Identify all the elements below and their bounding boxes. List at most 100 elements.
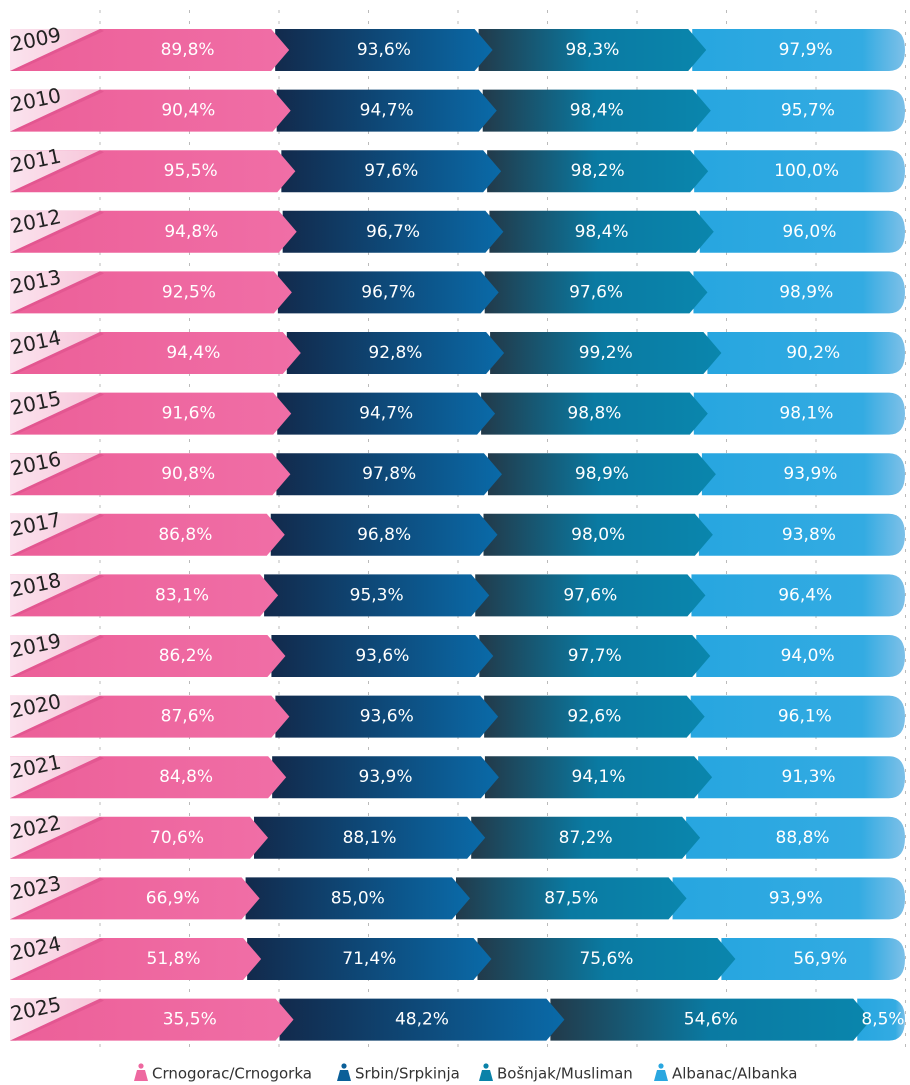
value-label: 85,0% (331, 888, 385, 908)
legend-icon-head (138, 1063, 144, 1069)
value-label: 56,9% (793, 949, 847, 969)
value-label: 71,4% (342, 949, 396, 969)
value-label: 96,4% (778, 585, 832, 605)
legend-label: Srbin/Srpkinja (355, 1065, 460, 1083)
year-tab-edge (10, 210, 104, 253)
value-label: 98,9% (575, 464, 629, 484)
year-tab-edge (10, 816, 104, 859)
bar-segment (487, 150, 709, 193)
value-label: 96,1% (778, 707, 832, 727)
bar-segment (490, 332, 722, 374)
value-label: 66,9% (146, 888, 200, 908)
bar-segment (699, 210, 905, 253)
bar-segment (475, 574, 706, 617)
value-label: 97,6% (364, 161, 418, 181)
year-tab-edge (10, 938, 104, 980)
value-label: 89,8% (161, 40, 215, 60)
value-label: 35,5% (163, 1010, 217, 1030)
year-tab-edge (10, 271, 104, 314)
value-label: 97,8% (362, 464, 416, 484)
bar-row: 2014 94,4% 92,8% 99,2% 90,2% (8, 325, 905, 374)
value-label: 54,6% (684, 1010, 738, 1030)
value-label: 86,8% (158, 525, 212, 545)
bar-segment (691, 574, 905, 617)
value-label: 84,8% (159, 767, 213, 787)
value-label: 93,6% (355, 646, 409, 666)
bar-row: 2011 95,5% 97,6% 98,2% 100,0% (8, 143, 905, 193)
bar-row: 2010 90,4% 94,7% 98,4% 95,7% (8, 83, 905, 132)
value-label: 75,6% (579, 949, 633, 969)
value-label: 94,8% (164, 222, 218, 242)
value-label: 97,7% (568, 646, 622, 666)
value-label: 91,6% (162, 404, 216, 424)
year-tab-edge (10, 998, 104, 1041)
bar-segment (550, 998, 872, 1041)
value-label: 93,8% (782, 525, 836, 545)
value-label: 98,9% (779, 282, 833, 302)
bar-segment (489, 210, 714, 253)
bar-segment (277, 392, 496, 435)
bar-segment (276, 453, 502, 496)
bar-row: 2025 35,5% 48,2% 54,6% 8,5% (8, 992, 905, 1041)
bar-segment (479, 635, 711, 677)
bar-segment (270, 513, 498, 556)
bars: 2009 89,8% 93,6% 98,3% 97,9% 2010 90,4% 94,7% 98… (8, 22, 905, 1041)
value-label: 51,8% (147, 949, 201, 969)
legend-label: Bošnjak/Musliman (497, 1065, 633, 1083)
bar-row: 2020 87,6% 93,6% 92,6% 96,1% (8, 689, 905, 738)
bar-segment (693, 392, 905, 435)
bar-row: 2024 51,8% 71,4% 75,6% 56,9% (8, 931, 905, 980)
value-label: 87,6% (161, 707, 215, 727)
value-label: 97,6% (569, 282, 623, 302)
bar-segment (701, 453, 905, 496)
year-tab-edge (10, 756, 104, 799)
bar-segment (286, 332, 505, 374)
legend-icon-head (658, 1063, 664, 1069)
bar-segment (477, 938, 736, 980)
bar-segment (276, 89, 497, 132)
value-label: 70,6% (150, 828, 204, 848)
year-tab-edge (10, 453, 104, 496)
legend-icon-body (134, 1070, 148, 1081)
value-label: 83,1% (155, 585, 209, 605)
value-label: 96,0% (782, 222, 836, 242)
value-label: 96,7% (366, 222, 420, 242)
bar-segment (281, 150, 502, 193)
bar-segment (857, 998, 905, 1041)
bar-segment (692, 29, 905, 71)
value-label: 88,1% (343, 828, 397, 848)
value-label: 86,2% (159, 646, 213, 666)
value-label: 98,2% (571, 161, 625, 181)
bar-row: 2021 84,8% 93,9% 94,1% 91,3% (8, 749, 905, 799)
year-tab-edge (10, 574, 104, 617)
bar-segment (471, 816, 701, 859)
value-label: 91,3% (782, 767, 836, 787)
legend-icon-body (337, 1070, 351, 1081)
value-label: 98,4% (575, 222, 629, 242)
bar-segment (686, 816, 905, 859)
bar-segment (275, 29, 493, 71)
bar-row: 2018 83,1% 95,3% 97,6% 96,4% (8, 568, 905, 617)
bar-segment (693, 271, 905, 314)
bar-segment (245, 877, 470, 920)
value-label: 92,8% (368, 343, 422, 363)
value-label: 98,1% (779, 404, 833, 424)
value-label: 95,3% (350, 585, 404, 605)
year-tab-edge (10, 635, 104, 677)
value-label: 48,2% (395, 1010, 449, 1030)
bar-row: 2009 89,8% 93,6% 98,3% 97,9% (8, 22, 905, 71)
legend-label: Albanac/Albanka (672, 1065, 797, 1083)
legend: Crnogorac/Crnogorka Srbin/Srpkinja Bošnjak… (134, 1063, 797, 1083)
bar-segment (484, 756, 713, 799)
bar-row: 2022 70,6% 88,1% 87,2% 88,8% (8, 810, 905, 859)
value-label: 97,9% (779, 40, 833, 60)
value-label: 96,7% (361, 282, 415, 302)
bar-segment (455, 877, 687, 920)
bar-segment (483, 513, 713, 556)
value-label: 87,5% (544, 888, 598, 908)
bar-segment (721, 938, 905, 980)
bar-segment (696, 635, 905, 677)
legend-icon-body (479, 1070, 493, 1081)
bar-row: 2019 86,2% 93,6% 97,7% 94,0% (8, 628, 905, 677)
value-label: 90,2% (786, 343, 840, 363)
